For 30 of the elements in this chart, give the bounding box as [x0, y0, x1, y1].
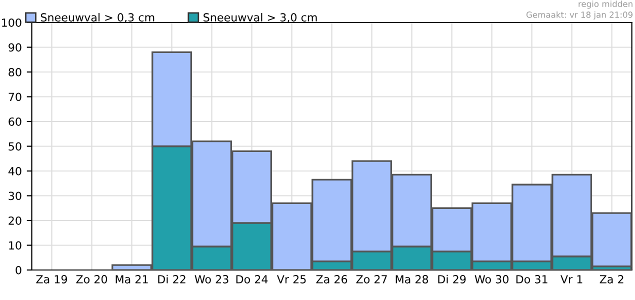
text: Gemaakt: vr 18 jan 21:09: [526, 11, 633, 20]
x-tick-label: Do 24: [236, 275, 268, 284]
x-tick-label: Di 22: [158, 274, 186, 284]
y-tick-label: 70: [8, 92, 22, 102]
y-tick-label: 80: [8, 68, 22, 76]
text: regio midden: [578, 0, 632, 9]
y-tick-label: 0: [16, 266, 22, 274]
y-tick-label: 20: [8, 216, 22, 225]
x-tick-label: Wo 30: [474, 275, 508, 284]
x-tick-label: Vr 1: [560, 275, 582, 284]
x-tick-label: Vr 25: [276, 275, 306, 284]
y-tick-label: 90: [8, 43, 22, 52]
y-tick-label: 10: [9, 241, 22, 250]
x-tick-label: Za 26: [316, 275, 348, 284]
y-tick-label: 50: [8, 142, 22, 151]
y-tick-label: 60: [8, 117, 22, 126]
x-tick-label: Do 31: [516, 275, 548, 284]
x-tick-label: Zo 27: [356, 275, 387, 284]
x-tick-label: Zo 20: [76, 275, 108, 284]
x-tick-label: Za 19: [36, 275, 68, 284]
x-tick-label: Za 2: [600, 275, 624, 284]
y-tick-label: 30: [8, 192, 22, 200]
legend-label: Sneeuwval > 0,3 cm: [40, 12, 154, 23]
x-tick-label: Ma 28: [396, 275, 428, 284]
y-tick-label: 100: [2, 18, 22, 27]
x-tick-label: Ma 21: [116, 275, 148, 284]
x-tick-label: Wo 23: [194, 275, 228, 284]
y-tick-label: 40: [8, 166, 22, 176]
x-tick-label: Di 29: [438, 274, 466, 284]
legend-label: Sneeuwval > 3,0 cm: [204, 12, 317, 23]
